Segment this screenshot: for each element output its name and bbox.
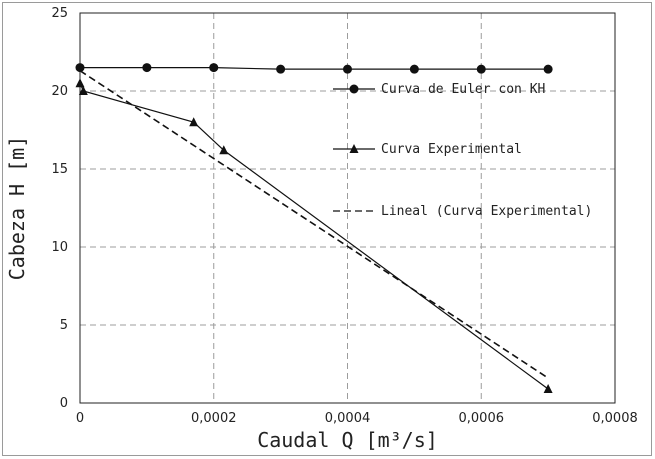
x-tick-label: 0 [76,411,84,426]
y-tick-label: 25 [51,6,68,21]
series-1 [75,78,553,393]
data-point [543,64,553,74]
x-tick-label: 0,0006 [459,411,505,426]
data-point [219,145,229,155]
data-point [543,383,553,393]
data-point [476,64,486,74]
series-2 [79,70,549,379]
data-point [78,86,88,95]
y-tick-label: 20 [51,84,68,99]
data-point [343,64,352,74]
y-tick-label: 5 [60,318,68,333]
series-line [79,82,549,390]
series-0 [75,63,553,74]
data-point [209,63,219,73]
y-tick-label: 10 [51,240,68,255]
data-point [276,64,286,74]
plot-area [79,12,616,404]
y-tick-label: 15 [51,162,68,177]
x-tick-label: 0,0004 [325,411,371,426]
grid-lines [80,13,615,403]
legend-label: Lineal (Curva Experimental) [381,204,592,219]
series-line [80,66,549,70]
y-tick-label: 0 [60,396,68,411]
tick-labels: 0 5 10 15 20 25 0 0,0002 0,0004 0,0006 0,0008 [51,6,637,426]
data-point [75,63,85,73]
legend-item: Curva Experimental [333,142,522,157]
series-line [79,70,549,379]
x-tick-label: 0,0008 [592,411,638,426]
series-layer [75,63,553,393]
data-point [142,63,152,73]
data-point [189,117,199,127]
data-point [75,78,85,88]
legend-item: Lineal (Curva Experimental) [333,204,592,219]
legend-marker [349,144,359,153]
x-tick-label: 0,0002 [191,411,237,426]
legend-item: Curva de Euler con KH [333,82,545,97]
y-axis-label: Cabeza H [m] [5,136,29,281]
legend-label: Curva Experimental [381,142,522,157]
legend: Curva de Euler con KH Curva Experimental L… [333,82,592,219]
legend-label: Curva de Euler con KH [381,82,545,97]
data-point [409,64,419,74]
legend-marker [349,84,359,94]
x-axis-label: Caudal Q [m³/s] [257,428,438,452]
